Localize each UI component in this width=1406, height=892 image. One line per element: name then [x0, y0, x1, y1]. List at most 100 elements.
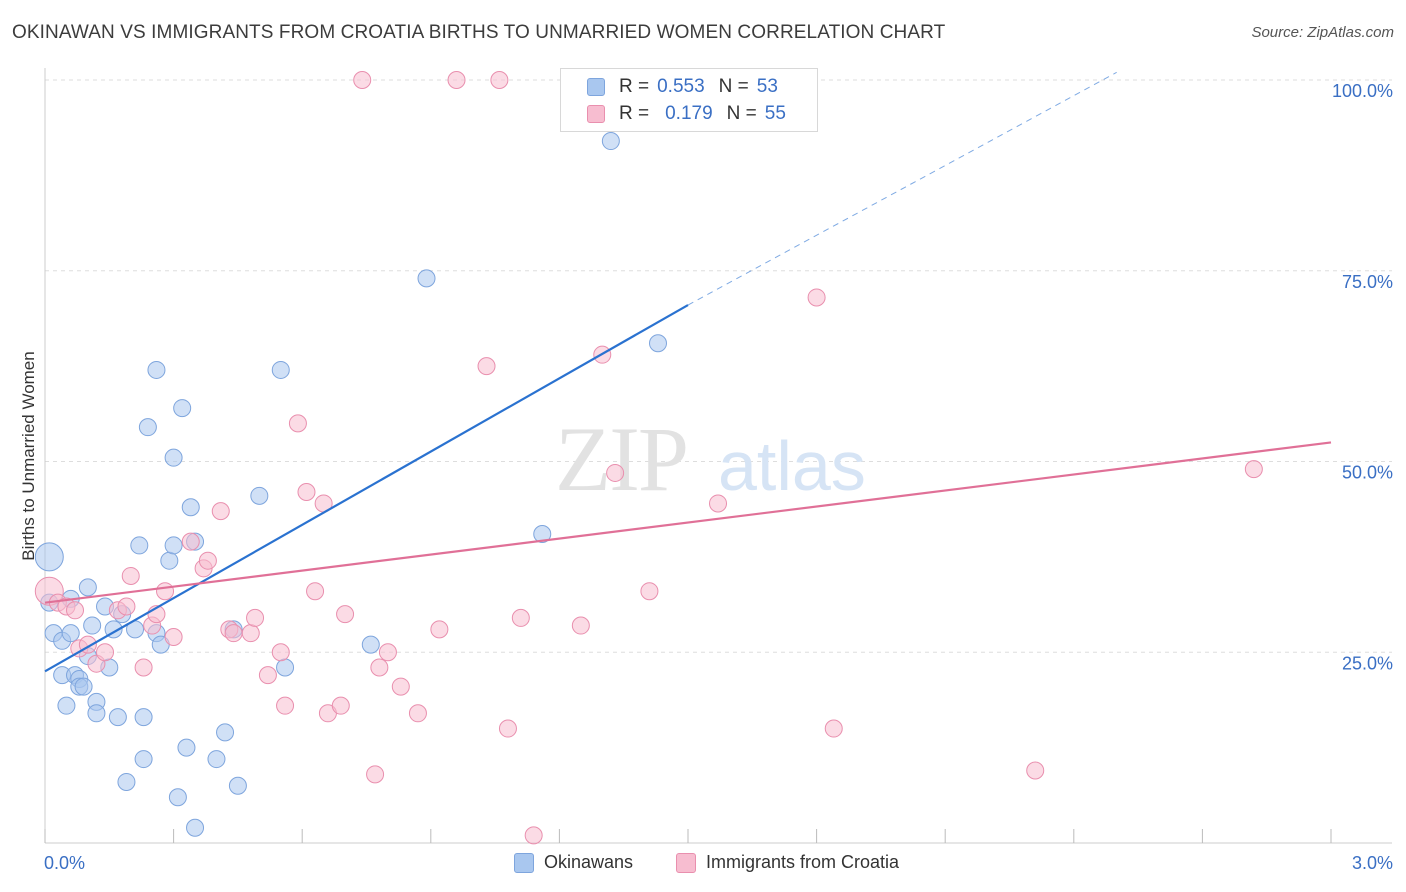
croatia-point: [156, 582, 175, 601]
legend-r-label: R =: [619, 103, 650, 124]
croatia-point: [224, 624, 243, 643]
croatia-point: [331, 696, 350, 715]
okinawans-point: [276, 658, 295, 677]
croatia-point: [164, 627, 183, 646]
source-label: Source: ZipAtlas.com: [1251, 24, 1394, 41]
legend-swatch-okinawans: [587, 78, 605, 96]
okinawans-point: [74, 677, 93, 696]
watermark-atlas: atlas: [718, 427, 866, 505]
okinawans-point: [177, 738, 196, 757]
croatia-point: [477, 357, 496, 376]
croatia-point: [391, 677, 410, 696]
okinawans-trend-extension: [687, 71, 1117, 306]
okinawans-trend-line: [44, 304, 689, 673]
legend-n-value-okinawans: 53: [756, 76, 778, 97]
croatia-point: [511, 608, 530, 627]
croatia-point: [134, 658, 153, 677]
okinawans-point: [117, 772, 136, 791]
croatia-point: [378, 643, 397, 662]
okinawans-point: [134, 708, 153, 727]
okinawans-points: [34, 132, 667, 837]
legend-r-value-croatia: 0.179: [665, 103, 713, 124]
y-tick-label: 100.0%: [1332, 81, 1393, 101]
croatia-point: [606, 463, 625, 482]
bottom-legend-swatch-croatia: [676, 852, 696, 873]
bottom-legend-swatch-okinawans: [514, 852, 534, 873]
legend-swatch-croatia: [587, 105, 605, 123]
okinawans-point: [108, 708, 127, 727]
croatia-point: [824, 719, 843, 738]
axes: [44, 68, 1392, 844]
okinawans-point: [228, 776, 247, 795]
chart-title: OKINAWAN VS IMMIGRANTS FROM CROATIA BIRT…: [12, 22, 946, 43]
bottom-legend-okinawans: Okinawans: [514, 852, 633, 873]
okinawans-point: [57, 696, 76, 715]
okinawans-point: [164, 448, 183, 467]
croatia-point: [366, 765, 385, 784]
croatia-point: [66, 601, 85, 620]
y-tick-label: 50.0%: [1342, 463, 1393, 483]
legend-r-label: R =: [619, 76, 650, 97]
okinawans-point: [87, 704, 106, 723]
x-tick-label-min: 0.0%: [44, 853, 85, 873]
watermark-zip: ZIP: [555, 408, 687, 510]
tick-labels: 25.0% 50.0% 75.0% 100.0% 0.0% 3.0%: [44, 81, 1393, 873]
croatia-trend-line: [44, 441, 1332, 604]
legend-r-value-okinawans: 0.553: [657, 76, 705, 97]
croatia-point: [241, 624, 260, 643]
legend-n-label: N =: [726, 103, 757, 124]
legend-n-value-croatia: 55: [764, 103, 786, 124]
okinawans-point: [648, 334, 667, 353]
okinawans-point: [138, 418, 157, 437]
croatia-point: [709, 494, 728, 513]
okinawans-point: [417, 269, 436, 288]
okinawans-point: [207, 750, 226, 769]
okinawans-point: [61, 624, 80, 643]
croatia-point: [181, 532, 200, 551]
x-tick-label-max: 3.0%: [1352, 853, 1393, 873]
y-tick-label: 25.0%: [1342, 653, 1393, 673]
croatia-point: [807, 288, 826, 307]
y-tick-label: 75.0%: [1342, 272, 1393, 292]
okinawans-point: [533, 524, 552, 543]
croatia-point: [96, 643, 115, 662]
croatia-point: [211, 502, 230, 521]
croatia-point: [408, 704, 427, 723]
bottom-legend-label-croatia: Immigrants from Croatia: [706, 852, 900, 872]
okinawans-point: [601, 132, 620, 151]
croatia-point: [571, 616, 590, 635]
croatia-point: [336, 605, 355, 624]
okinawans-point: [271, 360, 290, 379]
croatia-points: [34, 71, 1263, 845]
legend-n-label: N =: [718, 76, 749, 97]
okinawans-point: [361, 635, 380, 654]
okinawans-point: [78, 578, 97, 597]
croatia-point: [288, 414, 307, 433]
y-axis-label: Births to Unmarried Women: [19, 351, 38, 560]
legend-row-croatia: R = 0.179 N = 55: [587, 101, 786, 127]
okinawans-point: [164, 536, 183, 555]
okinawans-point: [147, 360, 166, 379]
croatia-point: [430, 620, 449, 639]
okinawans-point: [173, 399, 192, 418]
croatia-point: [258, 666, 277, 685]
okinawans-point: [250, 486, 269, 505]
okinawans-point: [181, 498, 200, 517]
croatia-point: [490, 71, 509, 89]
okinawans-point: [216, 723, 235, 742]
croatia-point: [271, 643, 290, 662]
bottom-legend-label-okinawans: Okinawans: [544, 852, 634, 872]
okinawans-point: [134, 750, 153, 769]
croatia-point: [121, 566, 140, 585]
croatia-point: [353, 71, 372, 89]
croatia-point: [447, 71, 466, 89]
croatia-point: [117, 597, 136, 616]
okinawans-point: [160, 551, 179, 570]
okinawans-point: [83, 616, 102, 635]
okinawans-point: [168, 788, 187, 807]
croatia-point: [246, 608, 265, 627]
legend: R = 0.553 N = 53 R = 0.179 N = 55: [560, 68, 818, 132]
bottom-legend-croatia: Immigrants from Croatia: [676, 852, 899, 873]
croatia-point: [370, 658, 389, 677]
